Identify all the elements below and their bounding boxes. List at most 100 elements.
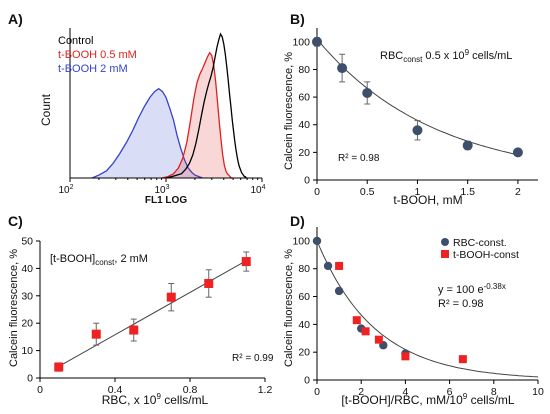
tick-exponent: 3 xyxy=(166,184,170,191)
annotation-subscript: const xyxy=(95,258,115,267)
data-point xyxy=(91,329,101,339)
y-tick-label: 40 xyxy=(298,319,310,331)
y-tick-label: 60 xyxy=(298,92,310,104)
x-tick-label: 10 xyxy=(532,386,544,398)
x-tick-label: 0.8 xyxy=(183,384,198,396)
annotation-middle: 0.5 x 10 xyxy=(422,50,464,62)
annotation-suffix: , 2 mM xyxy=(114,253,148,265)
y-tick-label: 20 xyxy=(21,318,33,330)
y-tick-label: 0 xyxy=(304,175,310,187)
histogram-line-1 xyxy=(161,51,233,179)
legend-entry-control: Control xyxy=(58,35,93,47)
histogram-line-0 xyxy=(165,32,248,179)
panel-label-c: C) xyxy=(8,213,23,229)
y-tick-label: 0 xyxy=(304,375,310,387)
y-tick-label: 0 xyxy=(27,373,33,385)
legend-entry-rbc-const: RBC-const. xyxy=(453,237,507,249)
tick-base: 10 xyxy=(154,185,166,196)
histogram-fill-2 xyxy=(92,88,203,178)
data-point xyxy=(312,36,322,47)
panel-b-scatter: B) Calcein fluorescence, % 0 0.5 1 1.5 20204… xyxy=(283,11,538,207)
data-point xyxy=(512,147,523,158)
histogram-fill-1 xyxy=(161,52,233,179)
y-tick-label: 30 xyxy=(21,290,33,302)
y-tick-label: 10 xyxy=(21,345,33,357)
annotation-prefix: [t-BOOH] xyxy=(50,253,95,265)
panel-c-scatter: C) Calcein fluorescence, % 0 0.4 0.8 1.2 0 10… xyxy=(8,213,274,407)
y-tick-label: 100 xyxy=(292,36,310,48)
annotation-superscript: 9 xyxy=(465,48,470,57)
x-axis-label: t-BOOH, mM xyxy=(393,193,462,207)
x-tick-label: 1.2 xyxy=(258,384,273,396)
legend-entry-tbooh-const: t-BOOH-const xyxy=(453,249,519,261)
x-tick-label: 0 xyxy=(37,384,43,396)
panel-label-a: A) xyxy=(8,11,23,27)
data-point xyxy=(241,257,251,267)
y-tick-label: 100 xyxy=(292,235,310,247)
r-squared-label: R² = 0.99 xyxy=(232,353,274,364)
condition-annotation: [t-BOOH]const, 2 mM xyxy=(50,253,148,267)
y-tick-label: 20 xyxy=(298,147,310,159)
equation-base: y = 100 e xyxy=(438,284,484,296)
data-point-circle xyxy=(323,261,333,271)
fit-equation: y = 100 e-0.38x xyxy=(438,282,506,296)
data-point xyxy=(204,278,214,288)
y-axis-label: Count xyxy=(39,93,53,126)
data-point xyxy=(129,325,139,335)
panel-label-d: D) xyxy=(290,213,305,229)
x-tick-label: 1.5 xyxy=(460,186,475,198)
data-point-circle xyxy=(312,236,322,246)
data-point-square xyxy=(374,335,383,344)
x-axis-label: [t-BOOH]/RBC, mM/109 cells/mL xyxy=(341,392,514,407)
data-point-square xyxy=(352,316,361,325)
annotation-subscript: const xyxy=(403,55,423,64)
x-tick-label: 2 xyxy=(515,186,521,198)
xlabel-superscript: 9 xyxy=(463,392,468,401)
legend-marker-tbooh-const xyxy=(441,250,449,258)
data-point xyxy=(462,140,473,151)
tick-base: 10 xyxy=(58,185,70,196)
legend: RBC-const. t-BOOH-const xyxy=(441,237,519,261)
condition-annotation: RBCconst 0.5 x 109 cells/mL xyxy=(380,48,512,64)
data-point-square xyxy=(361,327,370,336)
data-point xyxy=(166,292,176,302)
x-tick-label: 8 xyxy=(491,386,497,398)
tick-base: 10 xyxy=(250,185,262,196)
y-tick-label: 60 xyxy=(298,291,310,303)
data-point xyxy=(362,87,373,98)
data-point-square xyxy=(335,261,344,270)
xlabel-suffix: cells/mL xyxy=(161,393,209,407)
x-tick-label: 4 xyxy=(402,386,408,398)
data-point-circle xyxy=(334,286,344,296)
scatter-plot: 0 0.4 0.8 1.2 0 10 20 30 40 50 xyxy=(21,236,272,397)
legend-entry-tbooh-0-5: t-BOOH 0.5 mM xyxy=(58,49,137,61)
x-tick-label: 104 xyxy=(250,184,265,196)
x-tick-label: 6 xyxy=(447,386,453,398)
legend: Control t-BOOH 0.5 mM t-BOOH 2 mM xyxy=(58,35,137,75)
y-tick-label: 20 xyxy=(298,347,310,359)
equation-exponent: -0.38x xyxy=(484,282,506,291)
x-tick-label: 0.4 xyxy=(108,384,123,396)
legend-marker-rbc-const xyxy=(441,238,449,246)
y-axis-label: Calcein fluorescence, % xyxy=(8,249,20,367)
y-tick-label: 50 xyxy=(21,236,33,248)
x-tick-label: 102 xyxy=(58,184,73,196)
data-point xyxy=(337,63,348,74)
xlabel-superscript: 9 xyxy=(156,392,161,401)
y-tick-label: 40 xyxy=(21,263,33,275)
legend-entry-tbooh-2: t-BOOH 2 mM xyxy=(58,63,128,75)
trend-line xyxy=(58,260,247,367)
annotation-suffix: cells/mL xyxy=(469,50,512,62)
r-squared-label: R² = 0.98 xyxy=(438,298,484,310)
x-tick-label: 0 xyxy=(314,386,320,398)
xlabel-suffix: cells/mL xyxy=(467,393,515,407)
xlabel-prefix: [t-BOOH]/RBC, mM/10 xyxy=(341,393,463,407)
x-tick-label: 103 xyxy=(154,184,169,196)
x-tick-label: 2 xyxy=(358,386,364,398)
data-point-square xyxy=(401,352,410,361)
x-axis-label: FL1 LOG xyxy=(145,195,187,206)
y-tick-label: 80 xyxy=(298,64,310,76)
